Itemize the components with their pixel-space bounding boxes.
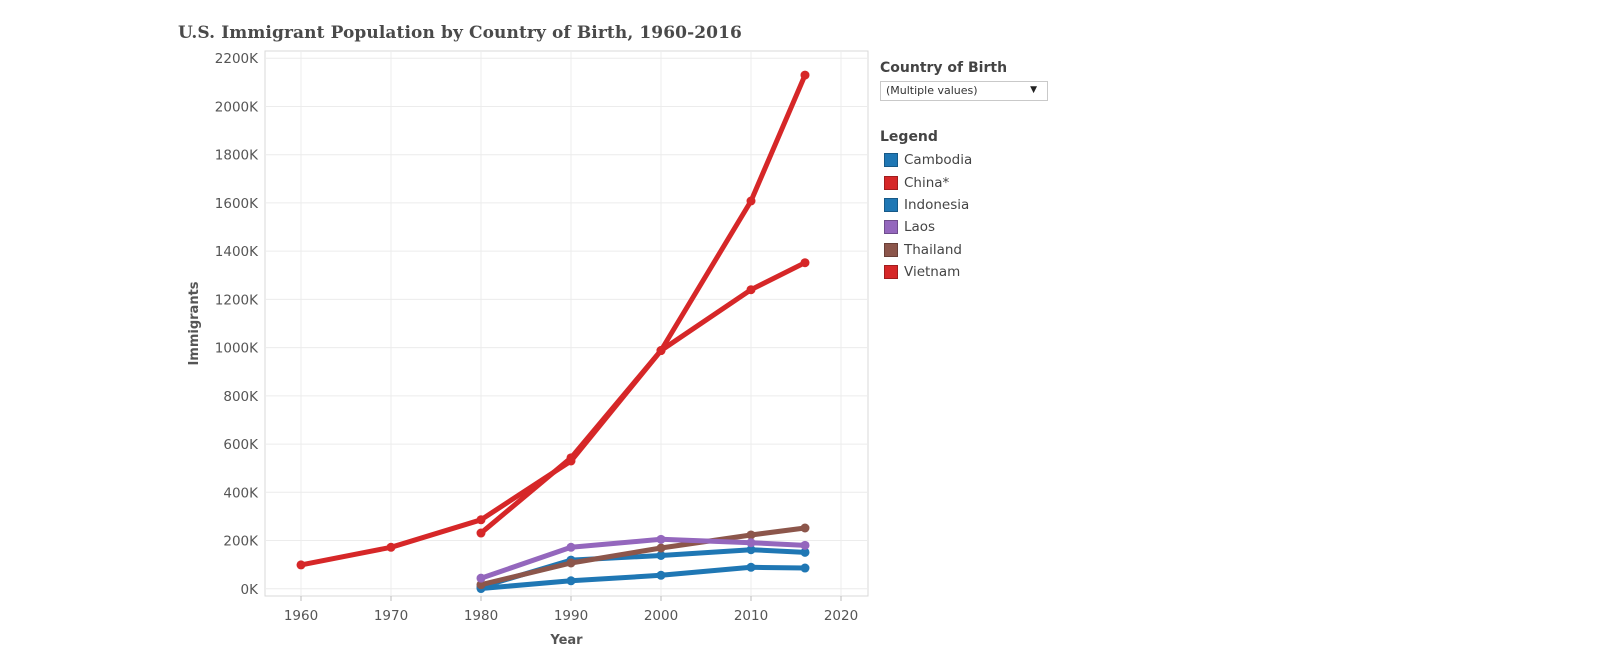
data-point-indonesia — [800, 563, 810, 573]
x-tick-label: 2010 — [734, 608, 768, 624]
data-point-thailand — [656, 543, 666, 553]
chart-title: U.S. Immigrant Population by Country of … — [178, 23, 742, 43]
legend: Legend Cambodia China* Indonesia Laos Thaila… — [880, 129, 1100, 283]
data-point-china — [476, 515, 486, 525]
legend-item-vietnam[interactable]: Vietnam — [880, 261, 1100, 283]
legend-swatch — [884, 220, 898, 235]
y-tick-label: 0K — [241, 582, 260, 598]
legend-item-laos[interactable]: Laos — [880, 216, 1100, 238]
data-point-thailand — [800, 523, 810, 533]
data-point-thailand — [746, 530, 756, 540]
y-tick-label: 2200K — [215, 51, 259, 67]
data-point-thailand — [566, 558, 576, 568]
y-tick-label: 1600K — [215, 196, 259, 212]
data-point-laos — [476, 573, 486, 583]
data-point-indonesia — [566, 576, 576, 586]
y-tick-label: 200K — [223, 534, 259, 550]
y-tick-label: 1400K — [215, 244, 259, 260]
legend-item-cambodia[interactable]: Cambodia — [880, 149, 1100, 171]
data-point-vietnam — [800, 258, 810, 268]
data-point-laos — [800, 540, 810, 550]
series-thailand — [476, 523, 810, 590]
legend-swatch — [884, 153, 898, 168]
data-point-laos — [746, 538, 756, 548]
data-point-cambodia — [656, 550, 666, 560]
y-axis-title: Immigrants — [187, 281, 202, 365]
y-tick-label: 1000K — [215, 341, 259, 357]
country-dropdown[interactable]: (Multiple values) ▼ — [880, 81, 1048, 101]
x-tick-label: 2020 — [824, 608, 858, 624]
legend-item-indonesia[interactable]: Indonesia — [880, 194, 1100, 216]
legend-item-china[interactable]: China* — [880, 171, 1100, 193]
chevron-down-icon[interactable]: ▼ — [1030, 85, 1037, 95]
y-tick-label: 800K — [223, 389, 259, 405]
legend-label: Thailand — [904, 241, 962, 258]
y-tick-label: 1200K — [215, 292, 259, 308]
y-tick-label: 2000K — [215, 99, 259, 115]
legend-label: Indonesia — [904, 196, 970, 213]
data-point-china — [800, 70, 810, 80]
x-tick-label: 2000 — [644, 608, 678, 624]
x-axis-title: Year — [549, 633, 583, 648]
line-chart: 0K 200K 400K 600K 800K 1000K 1200K 1400K 1600K 18… — [187, 50, 869, 648]
y-tick-label: 400K — [223, 485, 259, 501]
legend-label: Cambodia — [904, 152, 973, 169]
legend-label: Vietnam — [904, 264, 961, 281]
filter-label: Country of Birth — [880, 60, 1008, 76]
y-tick-label: 1800K — [215, 148, 259, 164]
country-filter: Country of Birth (Multiple values) ▼ — [880, 60, 1100, 101]
legend-label: Laos — [904, 219, 936, 236]
data-point-vietnam — [746, 285, 756, 295]
data-point-vietnam — [476, 528, 486, 538]
data-point-indonesia — [656, 570, 666, 580]
data-point-laos — [566, 542, 576, 552]
legend-swatch — [884, 265, 898, 280]
data-point-indonesia — [746, 562, 756, 572]
data-point-cambodia — [800, 547, 810, 557]
x-tick-label: 1960 — [284, 608, 318, 624]
data-point-china — [656, 346, 666, 356]
legend-label: China* — [904, 174, 950, 191]
data-point-laos — [656, 534, 666, 544]
data-point-thailand — [476, 580, 486, 590]
data-point-china — [746, 196, 756, 206]
series-laos — [476, 534, 810, 583]
legend-swatch — [884, 242, 898, 257]
plot-area — [264, 50, 869, 597]
data-point-cambodia — [746, 545, 756, 555]
dropdown-value: (Multiple values) — [886, 84, 978, 97]
x-tick-label: 1980 — [464, 608, 498, 624]
data-point-china — [386, 542, 396, 552]
legend-swatch — [884, 197, 898, 212]
legend-swatch — [884, 175, 898, 190]
series-china — [296, 70, 810, 570]
legend-title: Legend — [880, 129, 938, 145]
data-point-china — [566, 456, 576, 466]
x-tick-label: 1990 — [554, 608, 588, 624]
legend-item-thailand[interactable]: Thailand — [880, 239, 1100, 261]
x-tick-label: 1970 — [374, 608, 408, 624]
y-tick-label: 600K — [223, 437, 259, 453]
data-point-china — [296, 560, 306, 570]
